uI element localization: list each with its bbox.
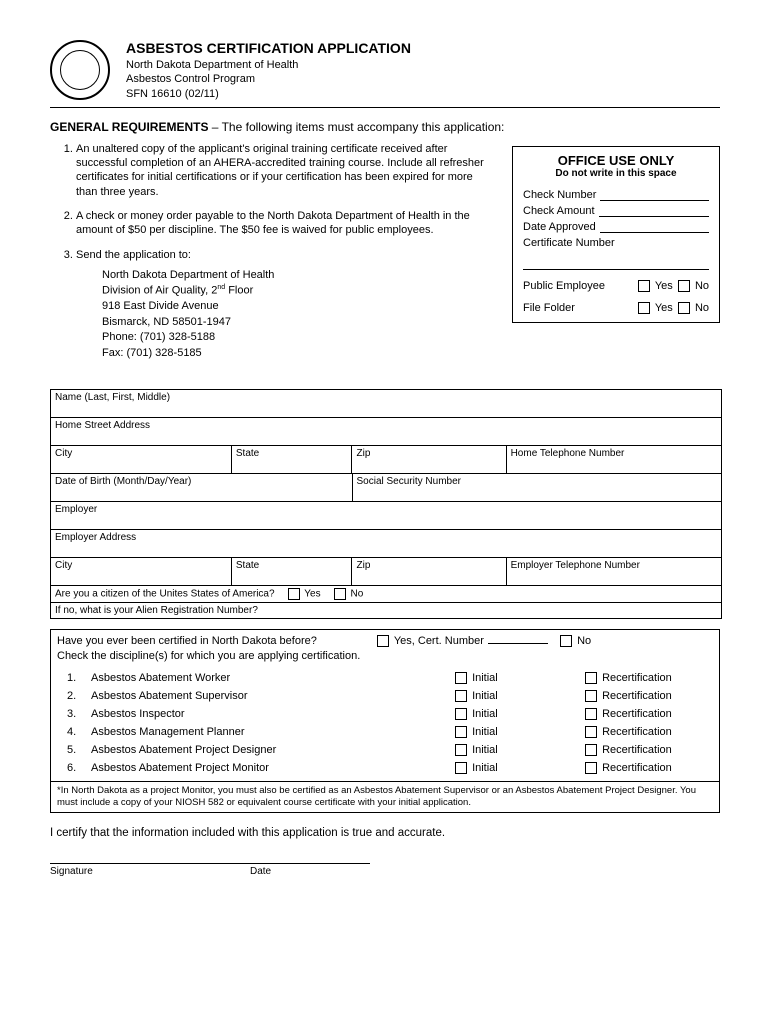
ssn-field[interactable]: Social Security Number [353,474,722,501]
citizen-yes-checkbox[interactable] [288,588,300,600]
d5-initial-checkbox[interactable] [455,744,467,756]
form-id: SFN 16610 (02/11) [126,87,411,101]
d5-recert-checkbox[interactable] [585,744,597,756]
d1-recert-checkbox[interactable] [585,672,597,684]
header-rule [50,107,720,108]
d4-initial-checkbox[interactable] [455,726,467,738]
d6-initial-checkbox[interactable] [455,762,467,774]
disciplines-box: Have you ever been certified in North Da… [50,629,720,813]
monitor-note: *In North Dakota as a project Monitor, y… [51,781,719,812]
prev-cert-no-checkbox[interactable] [560,635,572,647]
dob-field[interactable]: Date of Birth (Month/Day/Year) [51,474,353,501]
requirement-2: A check or money order payable to the No… [76,209,492,238]
employer-address-field[interactable]: Employer Address [51,530,721,557]
applicant-info-table: Name (Last, First, Middle) Home Street A… [50,389,722,619]
mailing-address: North Dakota Department of Health Divisi… [102,268,492,361]
prev-cert-question: Have you ever been certified in North Da… [57,634,713,665]
d4-recert-checkbox[interactable] [585,726,597,738]
requirement-3: Send the application to: North Dakota De… [76,248,492,361]
discipline-row-3: 3.Asbestos Inspector Initial Recertifica… [57,705,713,723]
cert-number-line[interactable] [488,643,548,644]
discipline-row-6: 6.Asbestos Abatement Project Monitor Ini… [57,759,713,777]
office-title: OFFICE USE ONLY [523,153,709,168]
office-subtitle: Do not write in this space [523,168,709,179]
signature-line[interactable]: Signature [50,863,250,877]
requirements-list: An unaltered copy of the applicant's ori… [50,142,492,371]
name-field[interactable]: Name (Last, First, Middle) [51,390,721,417]
d2-recert-checkbox[interactable] [585,690,597,702]
file-folder-no-checkbox[interactable] [678,302,690,314]
requirement-1: An unaltered copy of the applicant's ori… [76,142,492,199]
program-name: Asbestos Control Program [126,72,411,86]
emp-zip-field[interactable]: Zip [352,558,506,585]
discipline-row-1: 1.Asbestos Abatement Worker Initial Rece… [57,669,713,687]
discipline-row-5: 5.Asbestos Abatement Project Designer In… [57,741,713,759]
state-seal [50,40,110,100]
citizen-question: Are you a citizen of the Unites States o… [51,586,721,602]
prev-cert-yes-checkbox[interactable] [377,635,389,647]
discipline-row-4: 4.Asbestos Management Planner Initial Re… [57,723,713,741]
check-number-row: Check Number [523,189,709,201]
state-field[interactable]: State [232,446,353,473]
check-amount-row: Check Amount [523,205,709,217]
form-title: ASBESTOS CERTIFICATION APPLICATION [126,40,411,56]
citizen-no-checkbox[interactable] [334,588,346,600]
alien-number-field[interactable]: If no, what is your Alien Registration N… [51,603,721,618]
d6-recert-checkbox[interactable] [585,762,597,774]
home-tel-field[interactable]: Home Telephone Number [507,446,721,473]
emp-city-field[interactable]: City [51,558,232,585]
emp-tel-field[interactable]: Employer Telephone Number [507,558,721,585]
date-line[interactable]: Date [250,863,370,877]
city-field[interactable]: City [51,446,232,473]
public-employee-row: Public Employee Yes No [523,280,709,292]
home-address-field[interactable]: Home Street Address [51,418,721,445]
zip-field[interactable]: Zip [352,446,506,473]
pub-emp-yes-checkbox[interactable] [638,280,650,292]
general-requirements-heading: GENERAL REQUIREMENTS – The following ite… [50,120,720,134]
certification-statement: I certify that the information included … [50,827,720,839]
certificate-number-row: Certificate Number [523,237,709,270]
d3-recert-checkbox[interactable] [585,708,597,720]
d3-initial-checkbox[interactable] [455,708,467,720]
emp-state-field[interactable]: State [232,558,353,585]
d2-initial-checkbox[interactable] [455,690,467,702]
discipline-row-2: 2.Asbestos Abatement Supervisor Initial … [57,687,713,705]
pub-emp-no-checkbox[interactable] [678,280,690,292]
dept-name: North Dakota Department of Health [126,58,411,72]
file-folder-row: File Folder Yes No [523,302,709,314]
employer-field[interactable]: Employer [51,502,721,529]
file-folder-yes-checkbox[interactable] [638,302,650,314]
date-approved-row: Date Approved [523,221,709,233]
d1-initial-checkbox[interactable] [455,672,467,684]
office-use-only-box: OFFICE USE ONLY Do not write in this spa… [512,146,720,323]
